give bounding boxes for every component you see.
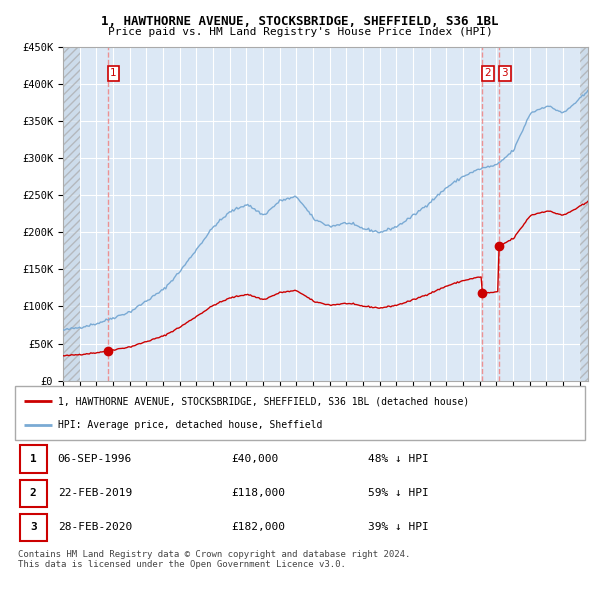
Text: Contains HM Land Registry data © Crown copyright and database right 2024.
This d: Contains HM Land Registry data © Crown c… — [18, 550, 410, 569]
FancyBboxPatch shape — [20, 445, 47, 473]
Text: £182,000: £182,000 — [232, 523, 286, 532]
FancyBboxPatch shape — [20, 480, 47, 507]
Bar — [63, 47, 80, 381]
Text: 48% ↓ HPI: 48% ↓ HPI — [368, 454, 429, 464]
Text: 28-FEB-2020: 28-FEB-2020 — [58, 523, 132, 532]
Text: 1: 1 — [110, 68, 117, 78]
Text: 06-SEP-1996: 06-SEP-1996 — [58, 454, 132, 464]
Text: HPI: Average price, detached house, Sheffield: HPI: Average price, detached house, Shef… — [58, 419, 322, 430]
Text: £118,000: £118,000 — [232, 489, 286, 498]
Text: Price paid vs. HM Land Registry's House Price Index (HPI): Price paid vs. HM Land Registry's House … — [107, 27, 493, 37]
Bar — [580, 47, 588, 381]
FancyBboxPatch shape — [20, 514, 47, 541]
Text: 3: 3 — [502, 68, 508, 78]
Text: 2: 2 — [30, 489, 37, 498]
Text: 39% ↓ HPI: 39% ↓ HPI — [368, 523, 429, 532]
Bar — [63, 47, 80, 381]
Text: £40,000: £40,000 — [232, 454, 279, 464]
Text: 3: 3 — [30, 523, 37, 532]
Text: 1: 1 — [30, 454, 37, 464]
Text: 59% ↓ HPI: 59% ↓ HPI — [368, 489, 429, 498]
Text: 22-FEB-2019: 22-FEB-2019 — [58, 489, 132, 498]
FancyBboxPatch shape — [15, 386, 585, 440]
Text: 2: 2 — [484, 68, 491, 78]
Text: 1, HAWTHORNE AVENUE, STOCKSBRIDGE, SHEFFIELD, S36 1BL (detached house): 1, HAWTHORNE AVENUE, STOCKSBRIDGE, SHEFF… — [58, 396, 469, 407]
Text: 1, HAWTHORNE AVENUE, STOCKSBRIDGE, SHEFFIELD, S36 1BL: 1, HAWTHORNE AVENUE, STOCKSBRIDGE, SHEFF… — [101, 15, 499, 28]
